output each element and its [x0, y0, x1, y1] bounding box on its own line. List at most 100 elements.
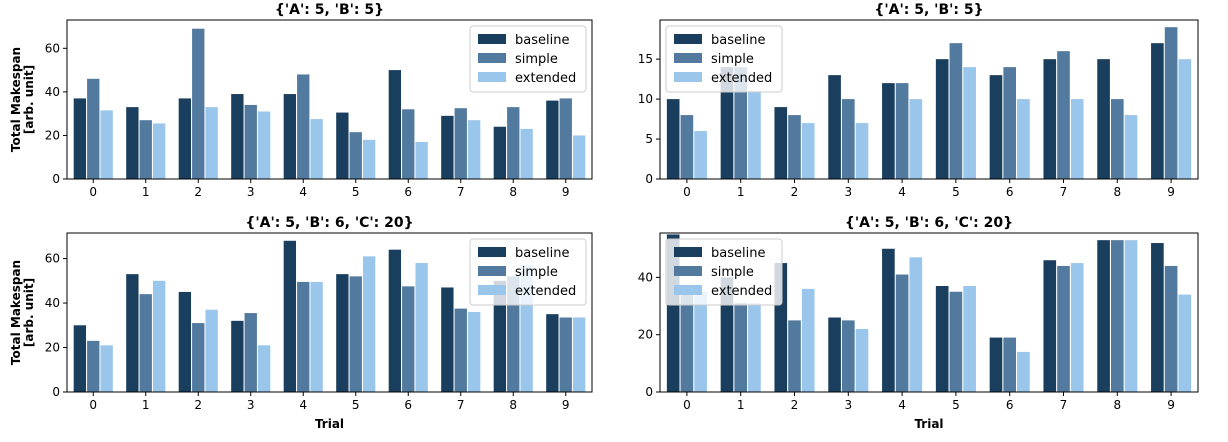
bar-baseline-0	[73, 98, 87, 179]
bar-extended-2	[205, 107, 218, 179]
legend-label-extended: extended	[711, 71, 772, 86]
legend-swatch-simple	[674, 266, 702, 276]
y-tick-label: 60	[45, 41, 60, 55]
bar-baseline-4	[283, 94, 297, 179]
x-tick-label: 7	[457, 185, 465, 199]
bar-extended-7	[1070, 263, 1084, 392]
chart-panel-3: 0 1 2 3 4 5 6 7 8 9 0 20 40 60 {'A': 5, 'B': 6, 'C': 2…	[9, 215, 593, 431]
y-tick-label: 20	[638, 328, 653, 342]
bar-simple-7	[1057, 51, 1070, 179]
legend-swatch-baseline	[674, 247, 702, 257]
x-tick-label: 4	[299, 185, 307, 199]
bar-extended-3	[257, 111, 271, 179]
bar-simple-4	[895, 83, 909, 179]
bar-simple-4	[297, 74, 310, 179]
bar-extended-1	[152, 123, 166, 179]
x-tick-label: 5	[952, 185, 960, 199]
bar-baseline-4	[882, 248, 895, 392]
legend-swatch-simple	[478, 266, 506, 276]
legend: baseline simple extended	[469, 238, 587, 306]
y-tick-label: 15	[638, 52, 653, 66]
bar-extended-8	[1124, 115, 1138, 179]
bar-baseline-6	[989, 337, 1003, 392]
y-tick-label: 40	[638, 270, 653, 284]
bar-simple-4	[297, 281, 310, 392]
bar-simple-4	[895, 274, 909, 392]
bar-extended-0	[694, 131, 707, 179]
x-tick-label: 7	[1060, 185, 1068, 199]
bar-baseline-9	[546, 314, 559, 392]
bar-extended-2	[801, 288, 815, 392]
bar-baseline-9	[1151, 43, 1164, 179]
legend-swatch-simple	[674, 53, 702, 63]
bar-simple-0	[680, 115, 694, 179]
bar-extended-6	[415, 141, 428, 179]
bar-simple-2	[788, 320, 801, 392]
bar-simple-7	[1057, 265, 1070, 392]
x-tick-label: 3	[247, 398, 255, 412]
bar-extended-9	[1178, 294, 1192, 392]
chart-title: {'A': 5, 'B': 6, 'C': 20}	[245, 215, 413, 231]
bar-extended-9	[1178, 59, 1192, 179]
x-tick-label: 6	[1006, 398, 1014, 412]
bar-extended-7	[1070, 99, 1084, 179]
chart-panel-1: 0 1 2 3 4 5 6 7 8 9 0 20 40 60 {'A': 5, 'B': 5} Total M…	[9, 2, 593, 199]
bar-baseline-6	[388, 249, 402, 392]
chart-panel-4: 0 1 2 3 4 5 6 7 8 9 0 20 40 {'A': 5, 'B': 6, 'C': 20}…	[638, 215, 1199, 431]
x-tick-label: 9	[562, 398, 570, 412]
bar-extended-5	[963, 286, 976, 392]
bar-baseline-6	[388, 70, 402, 179]
x-tick-label: 9	[1167, 398, 1175, 412]
y-axis-label-line: Total Makespan	[9, 260, 23, 365]
x-tick-label: 1	[737, 185, 745, 199]
bar-extended-5	[963, 67, 976, 179]
bar-simple-6	[1003, 337, 1017, 392]
bar-extended-3	[855, 328, 869, 392]
chart-title: {'A': 5, 'B': 5}	[275, 2, 384, 18]
x-tick-label: 1	[142, 398, 150, 412]
bar-extended-9	[572, 317, 586, 392]
bar-extended-0	[694, 291, 707, 392]
legend-swatch-extended	[674, 285, 702, 295]
y-tick-label: 0	[645, 385, 653, 399]
bar-simple-5	[949, 291, 963, 392]
bar-simple-0	[680, 294, 694, 392]
bar-simple-8	[507, 107, 520, 179]
y-axis-label-line: [arb. unit]	[22, 65, 36, 134]
bar-baseline-1	[720, 67, 734, 179]
bar-baseline-6	[989, 75, 1003, 179]
bar-extended-4	[909, 99, 923, 179]
axes-frame	[66, 232, 593, 393]
bar-extended-6	[1017, 99, 1030, 179]
bar-baseline-9	[546, 100, 559, 179]
legend-label-extended: extended	[711, 284, 772, 299]
bar-baseline-4	[882, 83, 895, 179]
bar-extended-5	[362, 139, 376, 179]
bar-simple-2	[192, 323, 205, 392]
y-tick-label: 0	[645, 172, 653, 186]
bar-baseline-7	[1043, 260, 1057, 392]
x-tick-label: 5	[352, 398, 360, 412]
x-tick-label: 4	[898, 185, 906, 199]
x-tick-label: 9	[562, 185, 570, 199]
bar-simple-1	[734, 303, 748, 392]
bar-extended-1	[748, 91, 761, 179]
bar-simple-3	[244, 313, 257, 392]
legend-swatch-baseline	[674, 34, 702, 44]
legend-swatch-baseline	[478, 247, 506, 257]
bar-simple-5	[349, 276, 362, 392]
bar-baseline-8	[493, 126, 507, 179]
bar-simple-1	[734, 67, 748, 179]
y-tick-label: 20	[45, 341, 60, 355]
x-tick-label: 3	[247, 185, 255, 199]
bar-baseline-2	[178, 98, 192, 179]
x-tick-label: 5	[352, 185, 360, 199]
x-tick-label: 1	[737, 398, 745, 412]
x-tick-label: 3	[844, 185, 852, 199]
legend-label-simple: simple	[711, 52, 754, 67]
x-tick-label: 8	[509, 398, 517, 412]
bar-extended-9	[572, 135, 586, 179]
bar-extended-8	[520, 128, 533, 179]
legend-swatch-extended	[478, 285, 506, 295]
